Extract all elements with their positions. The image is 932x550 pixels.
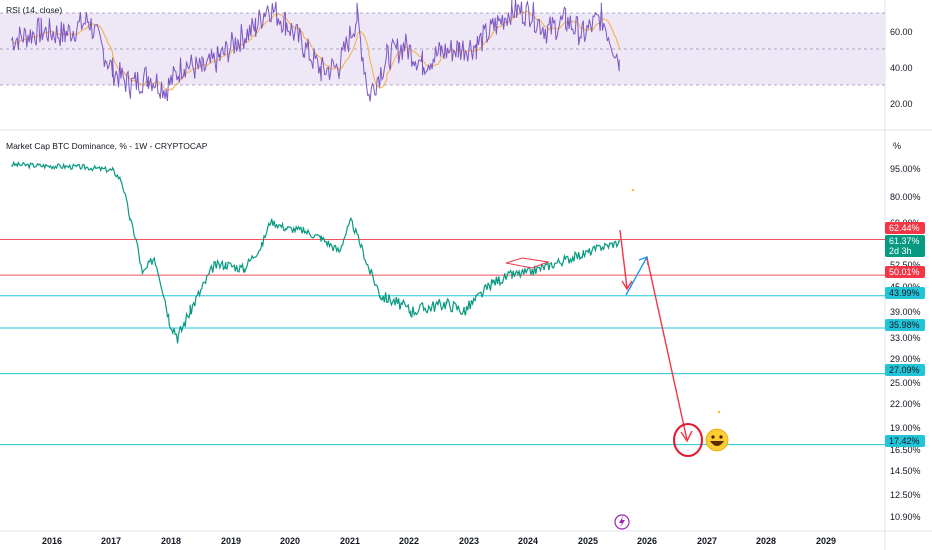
badge-17[interactable]: 17.42% — [885, 435, 925, 447]
main-title: Market Cap BTC Dominance, % - 1W - CRYPT… — [6, 141, 208, 151]
down-arrowhead-2 — [680, 430, 693, 443]
badge-44-text: 43.99% — [889, 288, 920, 298]
price-tick: 14.50% — [890, 466, 921, 476]
rsi-ma-line — [10, 10, 620, 92]
price-tick: 19.00% — [890, 423, 921, 433]
price-tick: 16.50% — [890, 445, 921, 455]
horizontal-levels — [0, 238, 885, 446]
price-tick: 25.00% — [890, 378, 921, 388]
year-label: 2028 — [756, 536, 776, 546]
badge-27[interactable]: 27.09% — [885, 364, 925, 376]
year-label: 2021 — [340, 536, 360, 546]
year-label: 2023 — [459, 536, 479, 546]
year-label: 2027 — [697, 536, 717, 546]
badge-44[interactable]: 43.99% — [885, 287, 925, 299]
target-circle-drawing[interactable] — [673, 423, 703, 457]
price-tick: 29.00% — [890, 354, 921, 364]
rsi-tick-40: 40.00 — [890, 63, 913, 73]
down-arrow-drawing-1[interactable] — [619, 229, 628, 289]
badge-36-text: 35.98% — [889, 320, 920, 330]
badge-62-text: 62.44% — [889, 223, 920, 233]
year-label: 2022 — [399, 536, 419, 546]
sparkle-dot — [717, 410, 721, 414]
year-label: 2025 — [578, 536, 598, 546]
year-label: 2029 — [816, 536, 836, 546]
year-label: 2017 — [101, 536, 121, 546]
down-arrow-drawing-2[interactable] — [646, 257, 688, 441]
rsi-tick-60: 60.00 — [890, 27, 913, 37]
rsi-tick-20: 20.00 — [890, 99, 913, 109]
badge-50[interactable]: 50.01% — [885, 266, 925, 278]
down-arrowhead-1 — [621, 280, 633, 291]
price-tick: 33.00% — [890, 333, 921, 343]
badge-61[interactable]: 61.37% 2d 3h — [885, 235, 925, 257]
unit-label: % — [893, 141, 901, 151]
rsi-title: RSI (14, close) — [6, 5, 62, 15]
time-axis[interactable]: 2016 2017 2018 2019 2020 2021 2022 2023 … — [42, 536, 836, 546]
rsi-line[interactable] — [10, 0, 620, 102]
sparkle-dot — [631, 188, 635, 192]
badge-61-countdown: 2d 3h — [889, 246, 912, 256]
price-tick: 12.50% — [890, 490, 921, 500]
price-series-line[interactable] — [10, 160, 620, 344]
price-tick: 80.00% — [890, 192, 921, 202]
year-label: 2024 — [518, 536, 538, 546]
price-tick: 95.00% — [890, 164, 921, 174]
badge-36[interactable]: 35.98% — [885, 319, 925, 331]
year-label: 2020 — [280, 536, 300, 546]
badge-50-text: 50.01% — [889, 267, 920, 277]
badge-27-text: 27.09% — [889, 365, 920, 375]
price-tick: 22.00% — [890, 399, 921, 409]
triangle-pattern-drawing[interactable] — [505, 257, 550, 269]
year-label: 2018 — [161, 536, 181, 546]
price-tick: 10.90% — [890, 512, 921, 522]
up-arrow-drawing[interactable] — [625, 256, 648, 296]
badge-17-text: 17.42% — [889, 436, 920, 446]
bolt-icon[interactable] — [614, 514, 630, 530]
year-label: 2019 — [221, 536, 241, 546]
badge-61-text: 61.37% — [889, 236, 920, 246]
badge-62[interactable]: 62.44% — [885, 222, 925, 234]
price-tick: 39.00% — [890, 307, 921, 317]
year-label: 2026 — [637, 536, 657, 546]
year-label: 2016 — [42, 536, 62, 546]
smiley-emoji-icon — [705, 428, 729, 452]
price-tick: 52.50% — [890, 260, 921, 270]
